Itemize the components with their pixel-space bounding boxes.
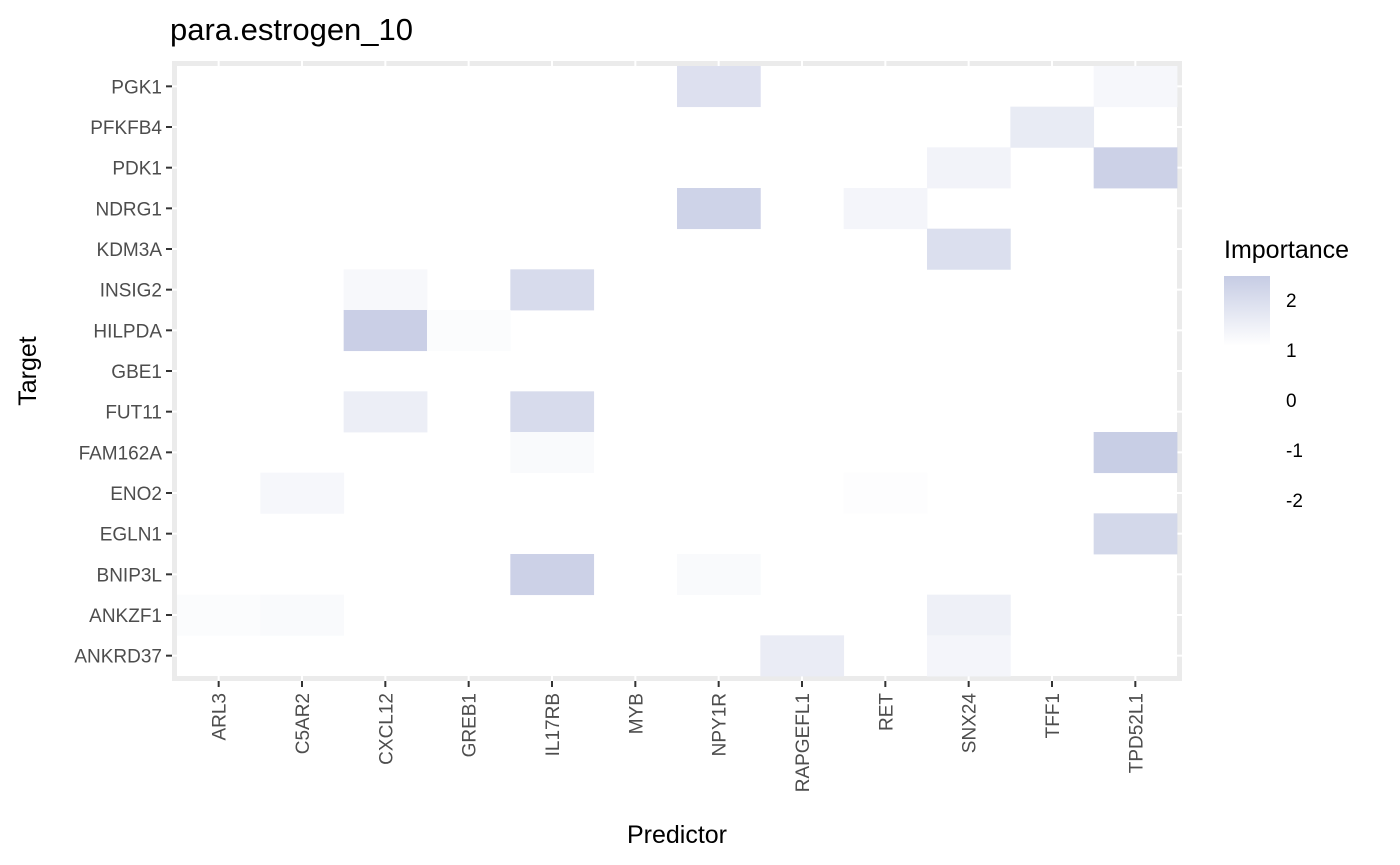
x-tick-label-tpd52l1: TPD52L1: [1126, 693, 1147, 773]
cell-insig2-cxcl12: [343, 269, 428, 311]
legend-tick-label: 0: [1286, 391, 1297, 412]
cell-ankzf1-arl3: [177, 594, 261, 636]
cell-eno2-ret: [843, 472, 928, 514]
x-tick-label-il17rb: IL17RB: [543, 693, 564, 756]
x-tick-label-rapgefl1: RAPGEFL1: [793, 693, 814, 792]
cell-ankrd37-rapgefl1: [760, 635, 845, 677]
y-tick-label-pdk1: PDK1: [112, 159, 162, 180]
y-tick-label-kdm3a: KDM3A: [97, 240, 163, 261]
cell-hilpda-greb1: [427, 310, 511, 352]
chart-title: para.estrogen_10: [170, 12, 413, 47]
legend-tick-label: 2: [1286, 291, 1297, 312]
cell-pfkfb4-tff1: [1010, 106, 1095, 148]
x-tick-label-myb: MYB: [626, 693, 647, 734]
y-tick-label-pfkfb4: PFKFB4: [90, 118, 162, 139]
legend-tick-label: -2: [1286, 491, 1303, 512]
cell-ankzf1-c5ar2: [260, 594, 345, 636]
x-tick-label-ret: RET: [876, 693, 897, 731]
cell-ankrd37-snx24: [927, 635, 1011, 677]
cell-bnip3l-il17rb: [510, 554, 595, 596]
cell-pgk1-tpd52l1: [1093, 66, 1178, 108]
cell-bnip3l-npy1r: [677, 554, 761, 596]
y-tick-label-hilpda: HILPDA: [93, 321, 162, 342]
x-tick-label-tff1: TFF1: [1043, 693, 1064, 738]
x-axis-title: Predictor: [627, 821, 727, 849]
y-tick-label-pgk1: PGK1: [111, 77, 162, 98]
cell-fam162a-il17rb: [510, 432, 595, 474]
x-tick-label-npy1r: NPY1R: [710, 693, 731, 756]
legend-colorbar: [1224, 276, 1270, 346]
x-axis: ARL3 C5AR2 CXCL12 GREB1 IL17RB MYB NPY1R RAPGEF…: [210, 681, 1147, 792]
y-tick-label-eno2: ENO2: [110, 484, 162, 505]
y-tick-label-fut11: FUT11: [105, 403, 162, 424]
y-axis: ANKRD37 ANKZF1 BNIP3L EGLN1 ENO2 FAM162A FUT11…: [74, 77, 172, 668]
cell-ndrg1-ret: [843, 188, 928, 230]
legend-tick-label: 1: [1286, 341, 1297, 362]
legend-tick-label: -1: [1286, 441, 1303, 462]
y-tick-label-fam162a: FAM162A: [79, 443, 163, 464]
y-axis-title: Target: [14, 336, 42, 406]
x-tick-label-c5ar2: C5AR2: [293, 693, 314, 754]
cell-fut11-cxcl12: [343, 391, 428, 433]
y-tick-label-insig2: INSIG2: [100, 281, 162, 302]
cell-eno2-c5ar2: [260, 472, 345, 514]
cell-hilpda-cxcl12: [343, 310, 428, 352]
cell-pgk1-npy1r: [677, 66, 761, 108]
y-tick-label-gbe1: GBE1: [111, 362, 162, 383]
legend: Importance 2 1 0 -1 -2: [1224, 236, 1349, 512]
cell-kdm3a-snx24: [927, 228, 1011, 270]
x-tick-label-arl3: ARL3: [210, 693, 231, 741]
heatmap-cells: [177, 66, 1178, 677]
cell-pdk1-tpd52l1: [1093, 147, 1178, 189]
cell-egln1-tpd52l1: [1093, 513, 1178, 555]
y-tick-label-ndrg1: NDRG1: [95, 199, 162, 220]
cell-ankzf1-snx24: [927, 594, 1011, 636]
x-tick-label-greb1: GREB1: [460, 693, 481, 757]
cell-pdk1-snx24: [927, 147, 1011, 189]
legend-title: Importance: [1224, 236, 1349, 264]
cell-ndrg1-npy1r: [677, 188, 761, 230]
y-tick-label-ankzf1: ANKZF1: [89, 606, 162, 627]
x-tick-label-snx24: SNX24: [960, 693, 981, 754]
y-tick-label-egln1: EGLN1: [100, 525, 162, 546]
cell-fut11-il17rb: [510, 391, 595, 433]
cell-fam162a-tpd52l1: [1093, 432, 1178, 474]
x-tick-label-cxcl12: CXCL12: [376, 693, 397, 765]
y-tick-label-ankrd37: ANKRD37: [74, 647, 162, 668]
cell-insig2-il17rb: [510, 269, 595, 311]
y-tick-label-bnip3l: BNIP3L: [97, 565, 162, 586]
